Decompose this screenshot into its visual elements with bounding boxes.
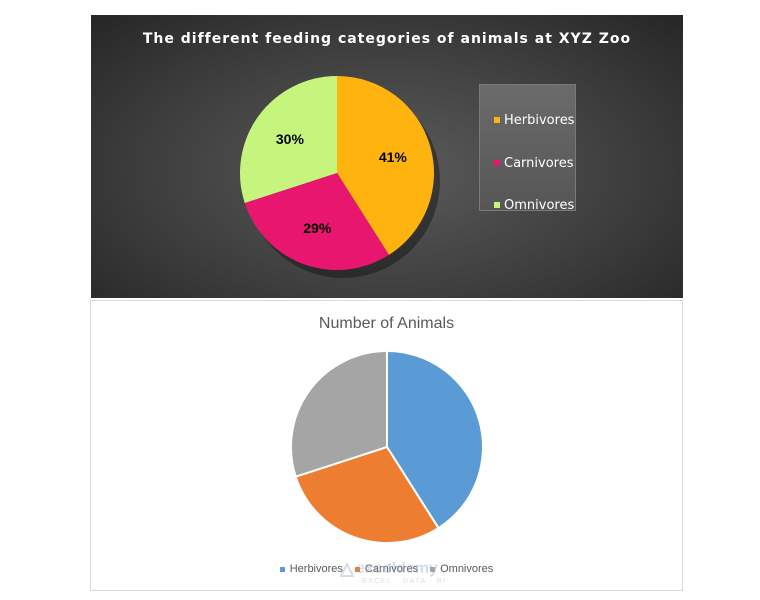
legend-item-herbivores: Herbivores bbox=[279, 563, 343, 575]
pie-slice-carnivores[interactable] bbox=[294, 445, 440, 544]
pie-slice-omnivores[interactable] bbox=[239, 76, 337, 203]
chart-title: The different feeding categories of anim… bbox=[142, 31, 632, 47]
number-of-animals-chart[interactable]: Number of Animals Herbivores Carnivores … bbox=[90, 300, 683, 591]
watermark-tagline: EXCEL · DATA · BI bbox=[362, 578, 447, 585]
legend-swatch bbox=[279, 566, 285, 572]
legend-label: Omnivores bbox=[504, 197, 575, 213]
legend-item-carnivores: Carnivores bbox=[494, 155, 574, 171]
watermark-logo-icon bbox=[340, 562, 354, 577]
pie-slice-herbivores[interactable] bbox=[337, 76, 434, 255]
feeding-categories-chart[interactable]: The different feeding categories of anim… bbox=[91, 15, 683, 298]
pie-plot-area bbox=[290, 349, 484, 544]
chart-title: Number of Animals bbox=[318, 315, 455, 332]
legend-item-carnivores: Carnivores bbox=[354, 563, 419, 575]
legend-item-herbivores: Herbivores bbox=[494, 112, 574, 128]
legend-label: Carnivores bbox=[364, 563, 419, 575]
watermark: exceldemy EXCEL · DATA · BI bbox=[340, 560, 450, 588]
legend-swatch bbox=[494, 160, 500, 166]
pie-slice-carnivores[interactable] bbox=[244, 173, 389, 270]
legend-item-omnivores: Omnivores bbox=[430, 563, 493, 575]
data-label-omnivores: 30% bbox=[276, 131, 305, 147]
legend-swatch bbox=[494, 202, 500, 208]
legend-item-omnivores: Omnivores bbox=[494, 197, 574, 213]
pie-plot-area: 41% 29% 30% bbox=[239, 76, 440, 278]
legend-swatch bbox=[354, 566, 360, 572]
watermark-name: exceldemy bbox=[356, 560, 438, 577]
legend[interactable]: Herbivores Carnivores Omnivores bbox=[91, 563, 682, 575]
legend-label: Carnivores bbox=[504, 155, 574, 171]
legend-swatch bbox=[494, 117, 500, 123]
legend-label: Omnivores bbox=[440, 563, 494, 575]
pie-slice-omnivores[interactable] bbox=[290, 349, 388, 478]
legend[interactable]: Herbivores Carnivores Omnivores bbox=[479, 84, 576, 213]
legend-label: Herbivores bbox=[289, 563, 343, 575]
data-label-herbivores: 41% bbox=[379, 149, 408, 165]
legend-label: Herbivores bbox=[504, 112, 575, 128]
data-label-carnivores: 29% bbox=[303, 220, 332, 236]
legend-swatch bbox=[430, 566, 436, 572]
